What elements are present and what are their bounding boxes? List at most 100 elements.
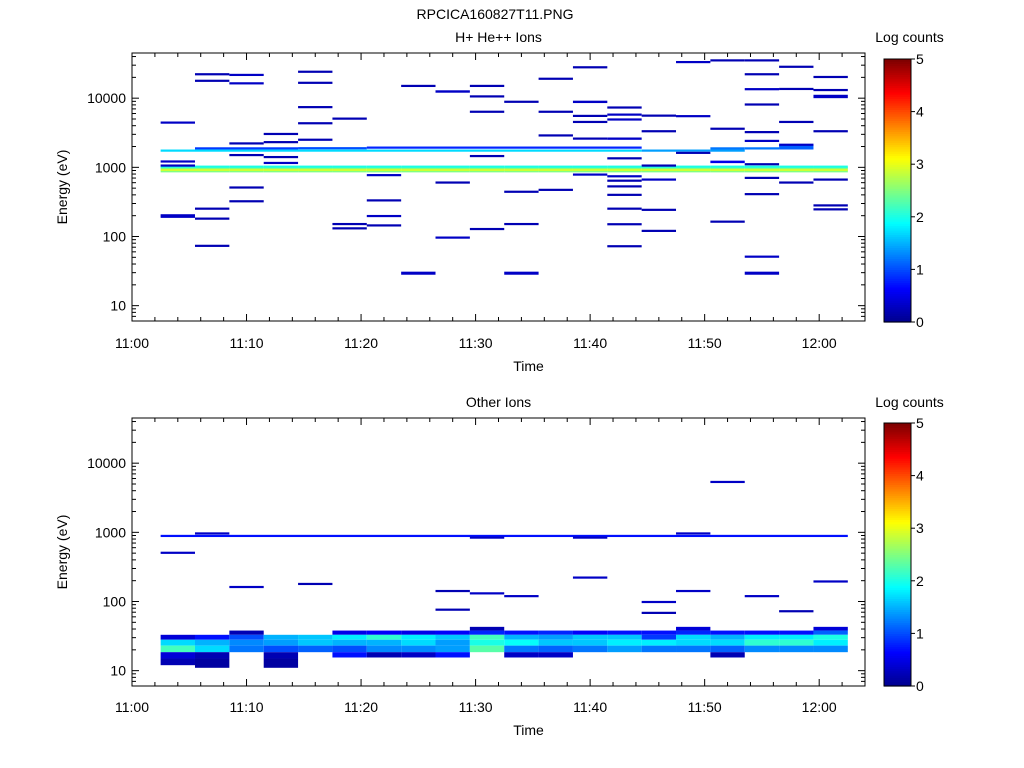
colorbar-segment (884, 72, 911, 75)
colorbar-segment (884, 609, 911, 613)
heatmap-cell (263, 155, 299, 159)
heatmap-cell (779, 634, 814, 640)
colorbar-segment (884, 216, 911, 220)
heatmap-cell (641, 178, 677, 181)
colorbar-segment (884, 526, 911, 529)
colorbar-segment (884, 153, 911, 157)
heatmap-cell (676, 645, 711, 653)
colorbar-segment (884, 488, 911, 492)
heatmap-cell (813, 645, 848, 653)
heatmap-cell (744, 88, 780, 91)
heatmap-cell (779, 645, 814, 653)
heatmap-cell (641, 208, 677, 211)
heatmap-cell (607, 113, 642, 116)
x-tick-label: 11:10 (230, 335, 264, 351)
colorbar-segment (884, 539, 911, 542)
heatmap-cell (229, 186, 264, 189)
heatmap-cell (676, 639, 711, 646)
heatmap-cell (229, 639, 264, 646)
heatmap-cell (332, 639, 367, 646)
colorbar-segment (884, 282, 911, 286)
heatmap-cell (710, 220, 745, 223)
heatmap-cell (504, 190, 539, 193)
heatmap-cell (538, 110, 573, 113)
colorbar-segment (884, 311, 911, 314)
colorbar-segment (884, 635, 911, 639)
colorbar-segment (884, 587, 911, 591)
colorbar-segment (884, 464, 911, 468)
colorbar-segment (884, 98, 911, 102)
colorbar-segment (884, 550, 911, 553)
colorbar-segment (884, 159, 911, 163)
heatmap-cell (263, 639, 299, 646)
heatmap-cell (229, 73, 264, 77)
colorbar-segment (884, 558, 911, 562)
heatmap-cell (572, 100, 608, 104)
colorbar-label: Log counts (875, 29, 944, 45)
colorbar-segment (884, 670, 911, 674)
heatmap-cell (504, 645, 539, 653)
colorbar-segment (884, 271, 911, 275)
colorbar-segment (884, 67, 911, 71)
heatmap-cell (641, 170, 677, 173)
colorbar-segment (884, 471, 911, 475)
heatmap-cell (744, 147, 780, 150)
colorbar-segment (884, 284, 911, 288)
colorbar-segment (884, 604, 911, 608)
colorbar-tick-label: 4 (916, 104, 924, 120)
heatmap-cell (710, 59, 745, 62)
colorbar-segment (884, 221, 911, 224)
colorbar-segment (884, 580, 911, 584)
x-tick-label: 11:20 (344, 335, 378, 351)
colorbar-segment (884, 306, 911, 310)
colorbar-segment (884, 683, 911, 687)
y-tick-label: 100 (103, 593, 127, 609)
heatmap-cell (401, 168, 436, 171)
heatmap-cell (538, 165, 573, 168)
colorbar-segment (884, 61, 911, 64)
heatmap-cell (469, 592, 505, 595)
colorbar-segment (884, 517, 911, 521)
heatmap-cell (607, 165, 642, 168)
colorbar-segment (884, 626, 911, 630)
heatmap-cell (332, 227, 367, 230)
heatmap-cell (298, 168, 333, 171)
colorbar-frame (883, 58, 912, 323)
colorbar-segment (884, 258, 911, 262)
heatmap-cell (572, 165, 608, 168)
colorbar-segment (884, 122, 911, 126)
x-axis-label: Time (513, 722, 544, 738)
colorbar-segment (884, 135, 911, 139)
colorbar-segment (884, 664, 911, 667)
heatmap-cell (607, 168, 642, 171)
colorbar-segment (884, 78, 911, 82)
heatmap-cell (194, 639, 230, 646)
heatmap-cell (504, 100, 539, 103)
heatmap-cell (779, 120, 814, 124)
colorbar-segment (884, 164, 911, 167)
heatmap-cell (229, 165, 264, 168)
colorbar-segment (884, 304, 911, 308)
heatmap-cell (538, 77, 573, 80)
heatmap-cell (401, 165, 436, 168)
colorbar-segment (884, 210, 911, 214)
heatmap-cell (779, 65, 814, 68)
colorbar-segment (884, 247, 911, 251)
colorbar-segment (884, 460, 911, 464)
heatmap-cell (401, 167, 436, 170)
colorbar-segment (884, 596, 911, 599)
colorbar-segment (884, 655, 911, 659)
colorbar-segment (884, 223, 911, 227)
colorbar-tick-label: 3 (916, 520, 924, 536)
x-tick-label: 12:00 (802, 335, 837, 351)
heatmap-cell (160, 170, 195, 173)
heatmap-cell (332, 165, 367, 168)
heatmap-cell (194, 167, 230, 170)
colorbar-segment (884, 642, 911, 645)
heatmap-cell (332, 222, 367, 226)
heatmap-cell (298, 170, 333, 173)
heatmap-cell (366, 645, 402, 653)
heatmap-cell (744, 630, 780, 635)
colorbar-segment (884, 615, 911, 619)
